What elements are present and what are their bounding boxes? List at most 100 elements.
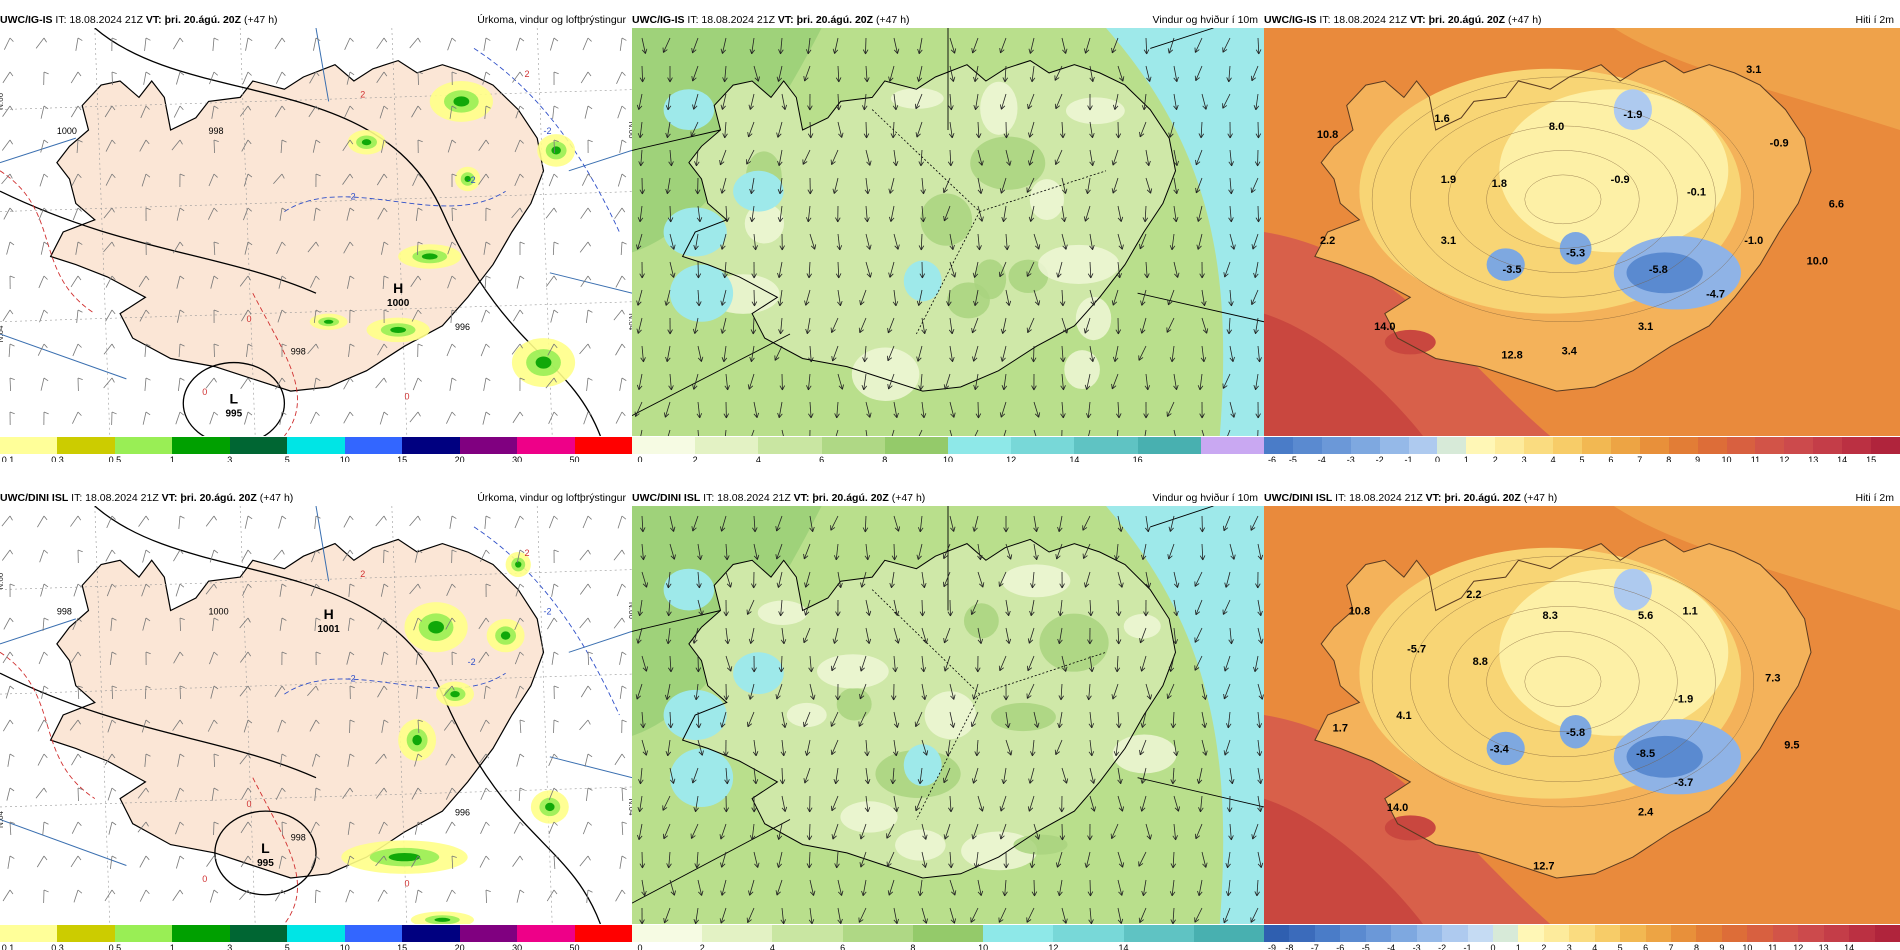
colorbar-tick-label: 5 — [1579, 455, 1585, 462]
forecast-map[interactable]: H 1001 L 995 1000 998 996 998 -2 -2 -2 0 0 0 2 2 N.66 N.6… — [0, 506, 632, 924]
temperature-value: -5.8 — [1649, 264, 1668, 276]
latitude-edge-label: N.66 — [0, 92, 5, 109]
isotherm-label: 0 — [202, 387, 207, 397]
isobar-label: 1000 — [209, 607, 229, 617]
temperature-value: 8.0 — [1549, 121, 1564, 133]
model-name: UWC/DINI ISL — [0, 492, 69, 504]
colorbar-swatch — [1842, 437, 1872, 454]
map-panel-precip[interactable]: UWC/DINI ISL IT: 18.08.2024 21Z VT: þri.… — [0, 490, 632, 950]
model-name: UWC/IG-IS — [0, 14, 53, 26]
forecast-map[interactable] — [632, 506, 1264, 924]
isotherm-label: 2 — [525, 69, 530, 79]
colorbar-swatch — [574, 925, 632, 942]
colorbar-swatch — [1340, 925, 1367, 942]
colorbar-swatch — [1408, 437, 1438, 454]
colorbar-swatch — [948, 437, 1012, 454]
valid-time: þri. 20.ágú. 20Z — [1428, 14, 1506, 26]
colorbar-tick-label: -4 — [1317, 455, 1326, 462]
valid-time: þri. 20.ágú. 20Z — [180, 492, 257, 504]
map-canvas: 10.8 2.2 8.3 5.6 1.1 -5.7 8.8 7.3 -1.9 1.7 4.1 -3.4… — [1264, 506, 1900, 924]
colorbar-swatch — [1137, 437, 1202, 454]
colorbar-tick-label: 12 — [1779, 455, 1790, 462]
temperature-value: 9.5 — [1784, 739, 1799, 751]
temperature-value: 5.6 — [1638, 610, 1653, 622]
colorbar-tick-label: 0 — [1434, 455, 1440, 462]
forecast-map[interactable]: 10.8 1.6 8.0 -1.9 3.1 -0.9 1.9 1.8 -0.9 -0.1 6.6 2.… — [1264, 28, 1900, 436]
reference-lines — [0, 28, 632, 380]
isotherms-warm — [0, 170, 298, 436]
isobar-label: 996 — [455, 807, 470, 817]
temperature-value: -3.7 — [1674, 777, 1693, 789]
colorbar-swatch — [287, 437, 346, 454]
temperature-value: -5.7 — [1407, 643, 1426, 655]
forecast-map[interactable]: 10.8 2.2 8.3 5.6 1.1 -5.7 8.8 7.3 -1.9 1.7 4.1 -3.4… — [1264, 506, 1900, 924]
colorbar-tick-label: 12 — [1048, 943, 1059, 950]
temperature-value: 3.1 — [1638, 321, 1653, 333]
colorbar-tick-label: -2 — [1375, 455, 1384, 462]
temperature-value: 14.0 — [1374, 321, 1395, 333]
colorbar-tick-label: 0.5 — [108, 943, 122, 950]
valid-time: þri. 20.ágú. 20Z — [812, 492, 889, 504]
isotherm-label: 0 — [246, 799, 251, 809]
colorbar-tick-label: -9 — [1267, 943, 1277, 950]
map-panel-precip[interactable]: UWC/IG-IS IT: 18.08.2024 21Z VT: þri. 20… — [0, 12, 632, 462]
colorbar-swatch — [1292, 437, 1323, 454]
colorbar-tick-label: 2 — [1541, 943, 1547, 950]
colorbar-swatch — [1813, 437, 1843, 454]
temperature-value: -0.9 — [1611, 174, 1630, 186]
colorbar-tick-label: 4 — [755, 455, 761, 462]
colorbar-tick-label: 3 — [1521, 455, 1527, 462]
colorbar-swatch — [1697, 437, 1728, 454]
panel-header: UWC/DINI ISL IT: 18.08.2024 21Z VT: þri.… — [1264, 490, 1900, 506]
valid-time-label: VT: — [777, 14, 794, 26]
colorbar-swatch — [702, 925, 773, 942]
panel-header: UWC/IG-IS IT: 18.08.2024 21Z VT: þri. 20… — [1264, 12, 1900, 28]
colorbar-tick-label: -5 — [1361, 943, 1370, 950]
isotherm-label: 2 — [360, 569, 365, 579]
temperature-value: 3.1 — [1441, 235, 1456, 247]
colorbar-tick-label: 2 — [1492, 455, 1498, 462]
colorbar-swatch — [632, 925, 703, 942]
panel-title: Hiti í 2m — [1855, 492, 1894, 504]
colorbar-swatch — [574, 437, 632, 454]
colorbar-tick-label: -7 — [1310, 943, 1319, 950]
map-panel-wind[interactable]: UWC/DINI ISL IT: 18.08.2024 21Z VT: þri.… — [632, 490, 1264, 950]
colorbar-tick-label: 30 — [512, 943, 523, 950]
colorbar-swatch — [1391, 925, 1418, 942]
colorbar-tick-label: 6 — [1608, 455, 1614, 462]
wind-vector-field — [1, 37, 627, 426]
isobar-label: 996 — [455, 322, 470, 332]
temperature-value: 1.1 — [1682, 606, 1697, 618]
precipitation-areas — [309, 81, 576, 388]
colorbar-tick-label: 30 — [512, 455, 523, 462]
colorbar-swatch — [821, 437, 886, 454]
temperature-value: -1.9 — [1674, 693, 1693, 705]
colorbar-swatch — [1594, 925, 1621, 942]
colorbar-tick-label: -6 — [1267, 455, 1277, 462]
colorbar-swatch — [1123, 925, 1195, 942]
temperature-value: 10.0 — [1807, 256, 1828, 268]
wind-vector-field — [634, 37, 1262, 436]
panel-header: UWC/IG-IS IT: 18.08.2024 21Z VT: þri. 20… — [0, 12, 632, 28]
colorbar-swatch — [229, 437, 288, 454]
valid-time-label: VT: — [793, 492, 810, 504]
colorbar-swatch — [1726, 437, 1756, 454]
map-panel-wind[interactable]: UWC/IG-IS IT: 18.08.2024 21Z VT: þri. 20… — [632, 12, 1264, 462]
map-panel-temp[interactable]: UWC/DINI ISL IT: 18.08.2024 21Z VT: þri.… — [1264, 490, 1900, 950]
temperature-value: 1.6 — [1434, 113, 1449, 125]
colorbar-swatch — [1772, 925, 1799, 942]
isotherm-label: 2 — [525, 548, 530, 558]
temperature-value: -5.3 — [1566, 247, 1585, 259]
colorbar-tick-label: 9 — [1695, 455, 1701, 462]
model-name: UWC/IG-IS — [632, 14, 685, 26]
colorbar-swatch — [229, 925, 288, 942]
iceland-coastline — [681, 60, 1177, 392]
colorbar-tick-label: 7 — [1637, 455, 1643, 462]
forecast-map[interactable]: H 1000 L 995 998 1000 996 998 -2 -2 -2 0 0 0 2 2 N.66 N.6… — [0, 28, 632, 436]
forecast-map[interactable] — [632, 28, 1264, 436]
map-panel-temp[interactable]: UWC/IG-IS IT: 18.08.2024 21Z VT: þri. 20… — [1264, 12, 1900, 462]
temperature-value: 2.4 — [1638, 806, 1654, 818]
region-boundaries — [871, 589, 1107, 820]
temperature-value: 7.3 — [1765, 673, 1780, 685]
temperature-value: 1.8 — [1492, 178, 1507, 190]
